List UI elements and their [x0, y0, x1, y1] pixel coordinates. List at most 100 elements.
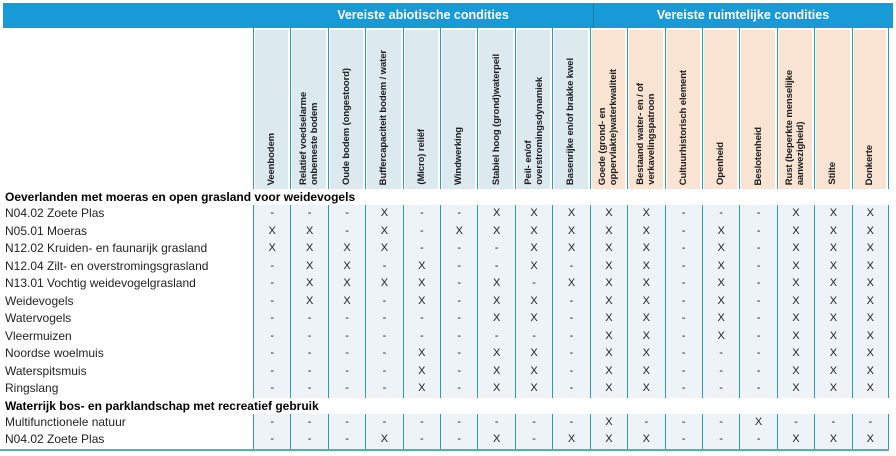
row-label: Waterspitsmuis	[0, 362, 253, 380]
cell-value: X	[814, 240, 852, 258]
cell-value: X	[365, 205, 403, 223]
cell-value: -	[739, 431, 777, 449]
cell-value: X	[776, 222, 815, 240]
cell-value: -	[739, 310, 777, 328]
cell-value: X	[514, 240, 553, 258]
column-header-fill: Beslotenheid	[741, 30, 775, 189]
column-header: Relatief voedselarme onbemeste bodem	[290, 28, 327, 189]
column-header: Openheid	[701, 28, 739, 189]
cell-value: X	[701, 327, 740, 345]
column-header-fill: Bestaand water- en / of verkavelingspatr…	[629, 30, 663, 189]
banner-abiotic-title: Vereiste abiotische condities	[337, 8, 509, 22]
column-header-label: Stilte	[827, 162, 839, 185]
cell-value: -	[402, 222, 441, 240]
cell-value: X	[589, 222, 628, 240]
row-label: Vleermuizen	[0, 327, 253, 345]
column-header-label: Goede (grond- en oppervlakte)waterkwalit…	[597, 68, 620, 185]
cell-value: -	[664, 362, 702, 380]
cell-value: X	[776, 345, 815, 363]
cell-value: -	[365, 345, 403, 363]
cell-value: X	[814, 205, 852, 223]
cell-value: X	[739, 413, 777, 431]
cell-value: -	[402, 240, 441, 258]
column-header-fill: Oude bodem (ongestoord)	[329, 30, 364, 189]
column-header: Rust (beperkte menselijke aanwezigheid)	[776, 28, 814, 189]
cell-value: -	[327, 310, 366, 328]
cell-value: X	[776, 431, 815, 449]
cell-value: -	[701, 205, 740, 223]
cell-value: -	[552, 310, 590, 328]
cell-value: -	[440, 292, 478, 310]
column-header-fill: Donkerte	[853, 30, 886, 189]
cell-value: -	[477, 327, 515, 345]
cell-value: -	[440, 362, 478, 380]
cell-value: -	[253, 205, 291, 223]
cell-value: X	[365, 431, 403, 449]
cell-value: X	[589, 362, 628, 380]
table-banner: Vereiste abiotische condities Vereiste r…	[3, 3, 893, 28]
cell-value: X	[402, 257, 441, 275]
cell-value: -	[327, 327, 366, 345]
column-header-fill: Stilte	[816, 30, 850, 189]
cell-value: X	[589, 240, 628, 258]
cell-value: X	[776, 362, 815, 380]
column-header-fill: Veenbodem	[255, 30, 289, 189]
cell-value: -	[402, 431, 441, 449]
cell-value: -	[365, 362, 403, 380]
column-header-fill: Basenrijke en/of brakke kwel	[554, 30, 588, 189]
condition-matrix-table: Veenbodem Relatief voedselarme onbemeste …	[0, 28, 889, 451]
cell-value: X	[290, 240, 328, 258]
cell-value: -	[477, 257, 515, 275]
column-header-label: Buffercapaciteit bodem / water	[378, 49, 390, 185]
cell-value: X	[627, 275, 665, 293]
cell-value: X	[514, 257, 553, 275]
cell-value: -	[327, 380, 366, 398]
cell-value: X	[776, 292, 815, 310]
column-header-fill: Goede (grond- en oppervlakte)waterkwalit…	[591, 30, 626, 189]
cell-value: X	[290, 292, 328, 310]
cell-value: X	[477, 275, 515, 293]
column-header-label: Openheid	[715, 141, 727, 185]
column-header-fill: Cultuurhistorisch element	[666, 30, 700, 189]
cell-value: -	[253, 257, 291, 275]
cell-value: -	[440, 310, 478, 328]
cell-value: X	[477, 205, 515, 223]
cell-value: -	[814, 413, 852, 431]
cell-value: X	[589, 327, 628, 345]
cell-value: -	[365, 310, 403, 328]
cell-value: -	[365, 380, 403, 398]
cell-value: -	[477, 413, 515, 431]
row-label: N05.01 Moeras	[0, 222, 253, 240]
cell-value: -	[440, 431, 478, 449]
cell-value: X	[589, 413, 628, 431]
cell-value: X	[627, 222, 665, 240]
cell-value: X	[851, 380, 889, 398]
cell-value: -	[701, 413, 740, 431]
cell-value: -	[253, 327, 291, 345]
column-header: Windwerking	[440, 28, 477, 189]
column-header: Goede (grond- en oppervlakte)waterkwalit…	[589, 28, 627, 189]
cell-value: -	[327, 205, 366, 223]
row-label: Weidevogels	[0, 292, 253, 310]
cell-value: -	[253, 362, 291, 380]
cell-value: -	[440, 345, 478, 363]
cell-value: -	[739, 380, 777, 398]
cell-value: -	[664, 257, 702, 275]
cell-value: X	[402, 345, 441, 363]
column-header-label: Veenbodem	[266, 132, 278, 185]
cell-value: X	[701, 310, 740, 328]
cell-value: -	[327, 413, 366, 431]
table-corner	[0, 28, 253, 189]
cell-value: X	[365, 240, 403, 258]
cell-value: -	[664, 222, 702, 240]
cell-value: -	[739, 292, 777, 310]
cell-value: X	[327, 292, 366, 310]
cell-value: -	[739, 240, 777, 258]
cell-value: -	[440, 257, 478, 275]
cell-value: -	[739, 205, 777, 223]
cell-value: -	[253, 413, 291, 431]
cell-value: X	[776, 327, 815, 345]
cell-value: X	[365, 222, 403, 240]
cell-value: X	[402, 275, 441, 293]
cell-value: X	[814, 257, 852, 275]
